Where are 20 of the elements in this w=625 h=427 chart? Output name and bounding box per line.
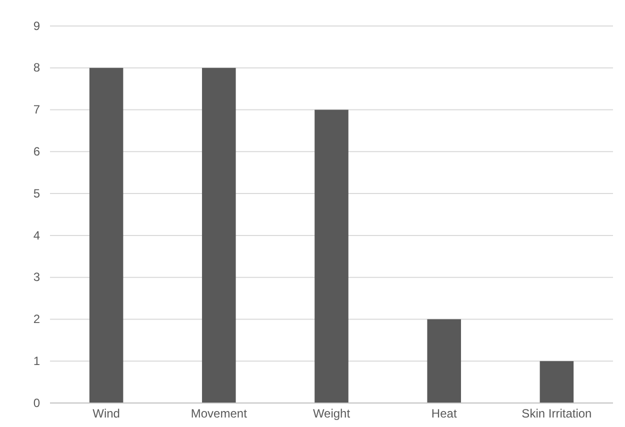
x-tick-label: Weight (312, 406, 351, 421)
x-tick-label: Heat (431, 406, 458, 421)
x-tick-label: Skin Irritation (522, 406, 592, 421)
y-tick-label: 2 (33, 312, 40, 326)
y-tick-label: 6 (33, 144, 40, 159)
y-tick-label: 7 (33, 102, 40, 117)
x-tick-label: Wind (92, 406, 120, 421)
y-tick-label: 4 (33, 228, 40, 242)
y-tick-label: 8 (33, 60, 40, 75)
y-tick-label: 5 (33, 186, 40, 200)
bar (427, 319, 461, 403)
y-tick-label: 0 (33, 396, 40, 410)
y-tick-label: 9 (33, 18, 40, 33)
y-tick-label: 1 (33, 354, 40, 368)
bar (89, 68, 124, 403)
bar (202, 68, 236, 403)
y-tick-label: 3 (33, 270, 40, 284)
x-tick-label: Movement (190, 406, 248, 421)
bar (314, 110, 348, 403)
bar (540, 361, 574, 403)
